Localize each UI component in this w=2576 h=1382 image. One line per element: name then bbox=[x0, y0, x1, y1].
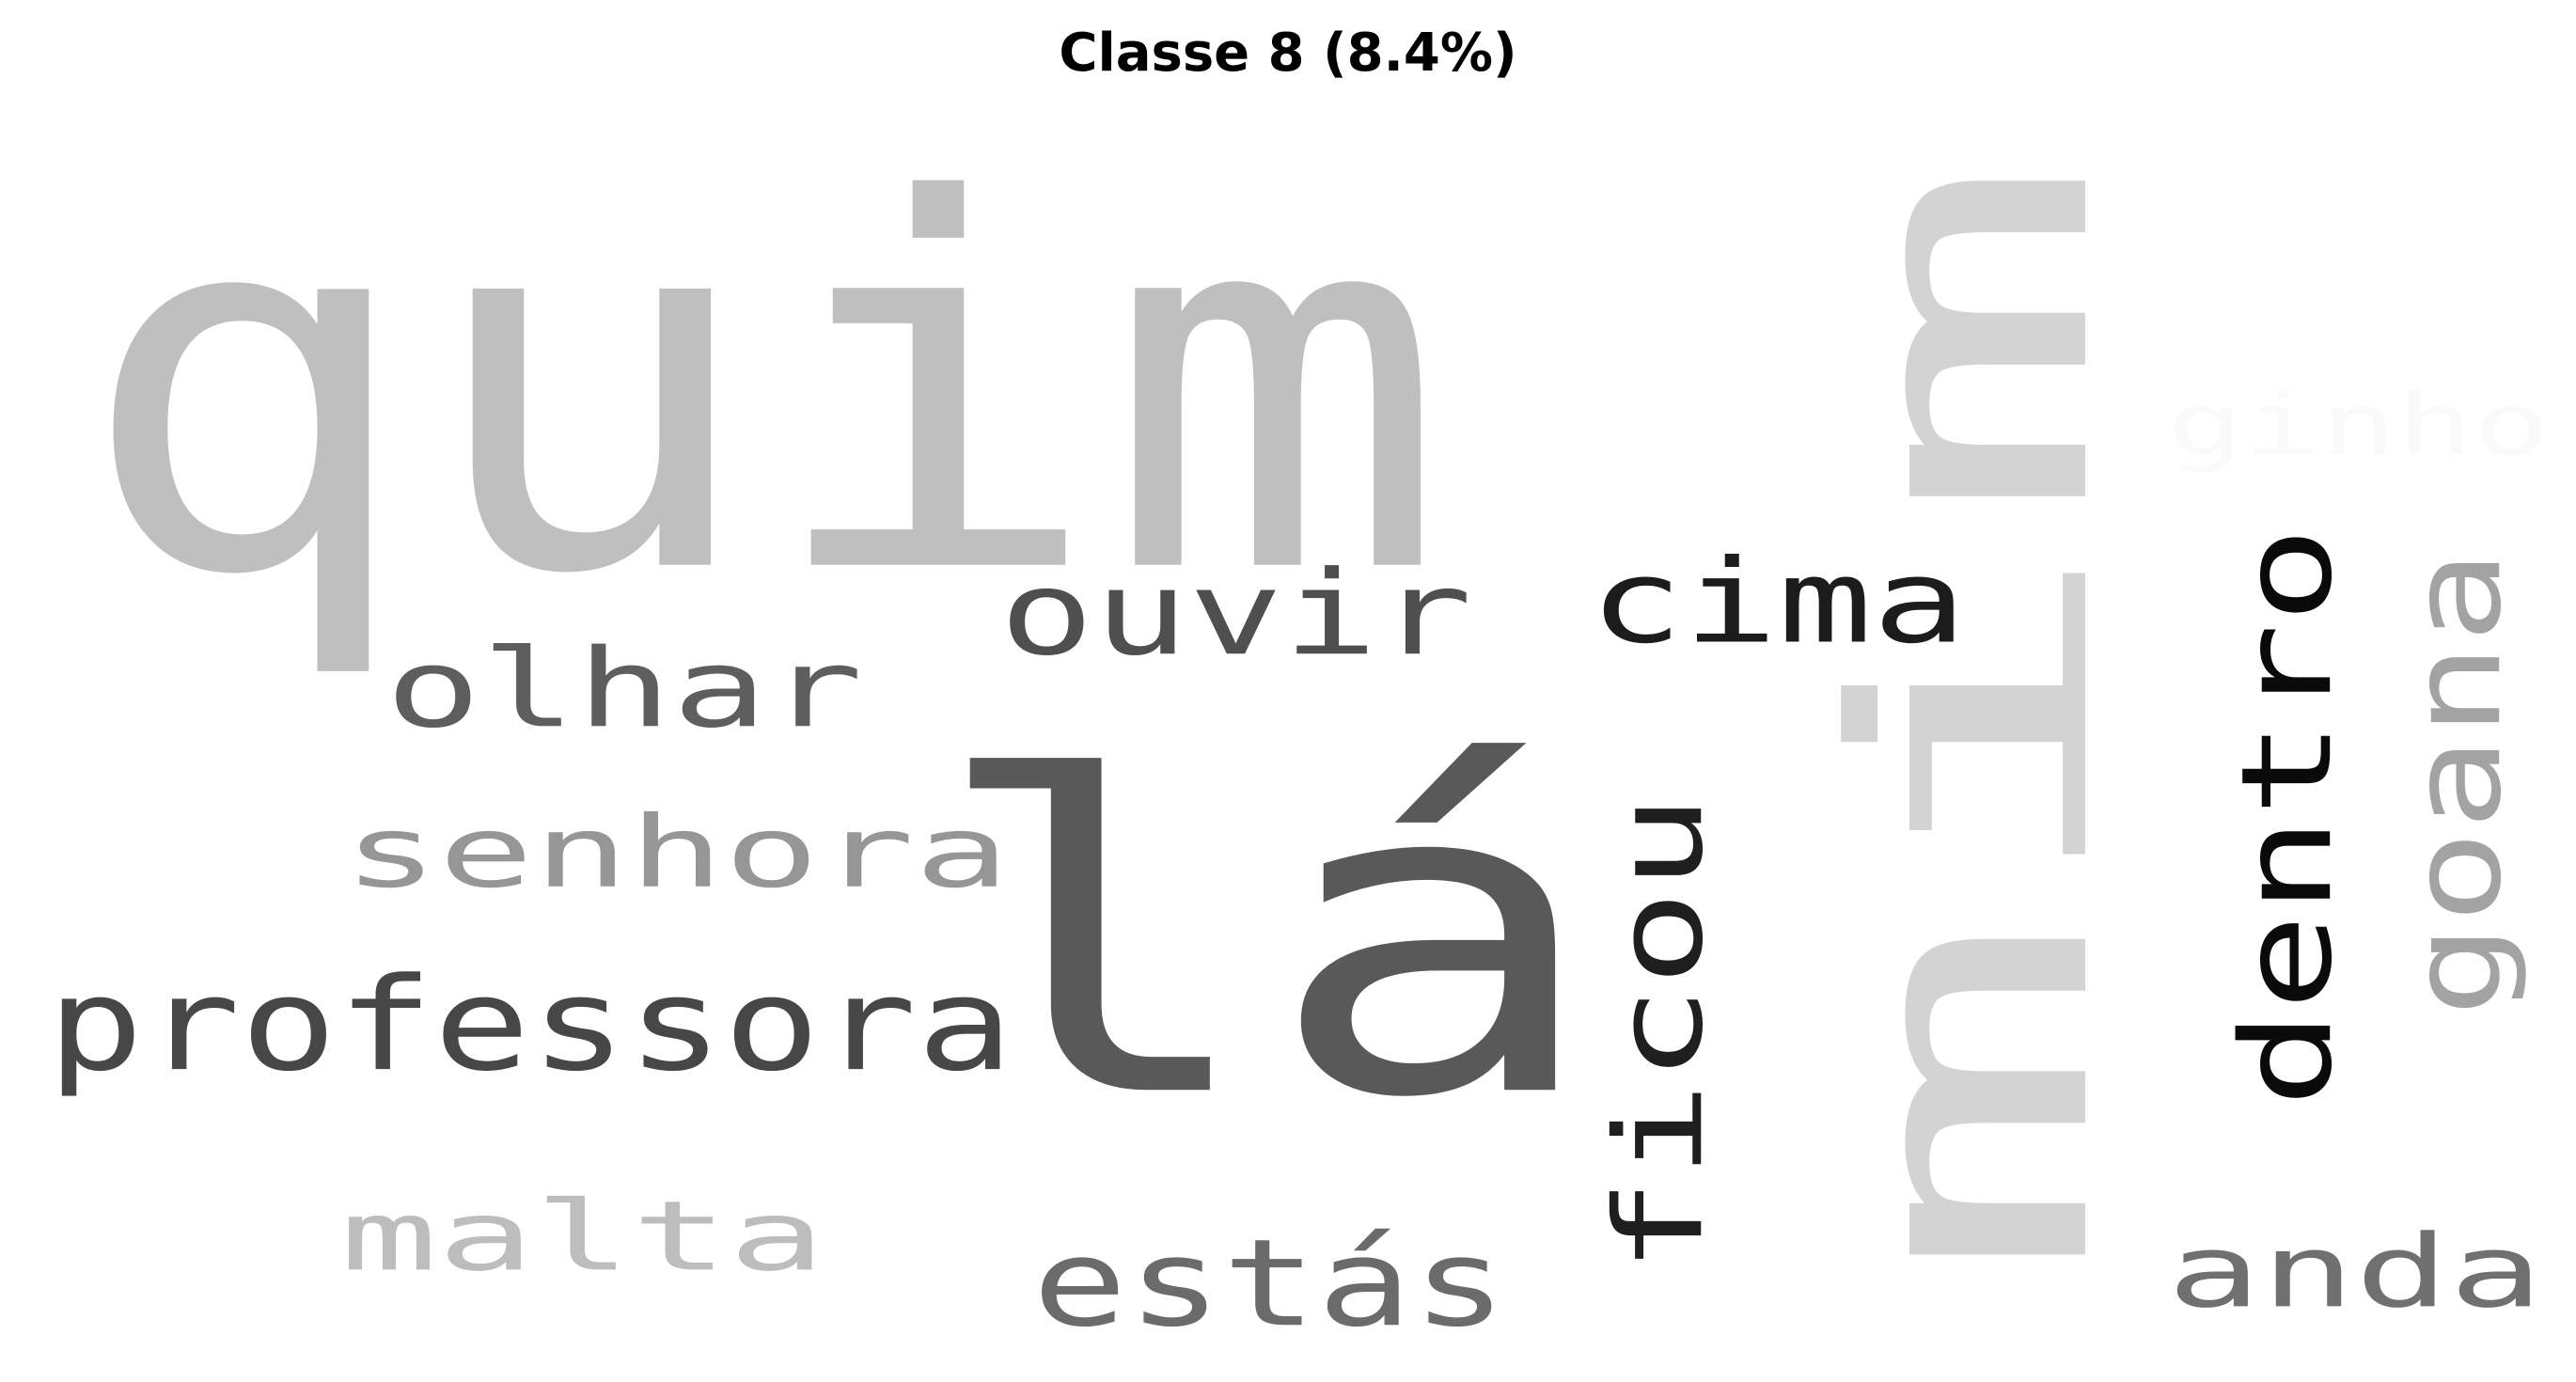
word-ouvir: ouvir bbox=[999, 545, 1472, 682]
word-lá: lá bbox=[926, 687, 1603, 1193]
word-anda: anda bbox=[2167, 1213, 2543, 1330]
word-dentro: dentro bbox=[2215, 526, 2360, 1107]
word-estás: estás bbox=[1032, 1214, 1507, 1354]
word-cima: cima bbox=[1589, 534, 1967, 669]
word-olhar: olhar bbox=[385, 626, 863, 752]
chart-title: Classe 8 (8.4%) bbox=[1059, 23, 1517, 84]
word-goana: goana bbox=[2384, 550, 2529, 1017]
word-ficou: ficou bbox=[1590, 794, 1729, 1274]
word-quim: quim bbox=[75, 96, 1448, 684]
word-senhora: senhora bbox=[343, 795, 1010, 910]
word-malta: malta bbox=[340, 1181, 825, 1293]
word-professora: professora bbox=[47, 950, 1013, 1100]
word-mim: mim bbox=[1787, 150, 2161, 1288]
word-ginho: ginho bbox=[2167, 375, 2550, 475]
